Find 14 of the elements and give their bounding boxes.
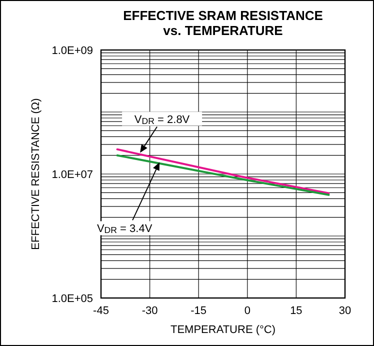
- x-tick-label: -15: [190, 305, 207, 317]
- annotation: V$_{DR}$ = 3.4V: [96, 223, 153, 236]
- x-tick-label: 15: [290, 305, 302, 317]
- chart-title: EFFECTIVE SRAM RESISTANCE vs. TEMPERATURE: [123, 8, 324, 38]
- x-tick-label: 30: [338, 305, 352, 317]
- y-tick-label: 1.0E+05: [52, 293, 93, 305]
- x-tick-label: -45: [93, 305, 109, 317]
- y-tick-label: 1.0E+07: [52, 169, 93, 181]
- x-axis-title: TEMPERATURE (°C): [170, 324, 276, 336]
- x-tick-label: -30: [142, 305, 158, 317]
- x-tick-label: 0: [244, 305, 250, 317]
- annotation: V$_{DR}$ = 2.8V: [134, 114, 190, 126]
- y-tick-label: 1.0E+09: [52, 45, 93, 57]
- y-axis-title: EFFECTIVE RESISTANCE (Ω): [30, 98, 42, 250]
